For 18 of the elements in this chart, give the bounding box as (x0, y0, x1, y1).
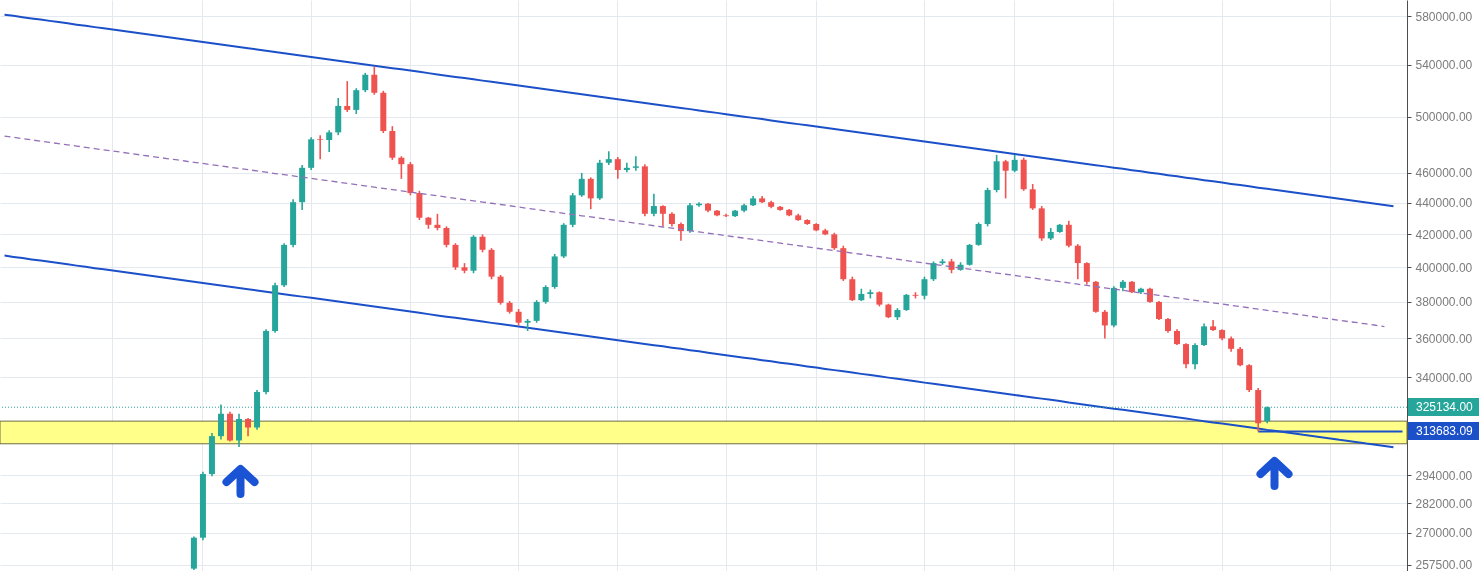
y-tick-label: 294000.00 (1415, 468, 1473, 483)
ref-line-label: 325134.00 (1416, 399, 1473, 417)
price-tag: 325134.00 (1408, 398, 1479, 417)
y-tick-label: 440000.00 (1415, 196, 1473, 211)
y-tick-label: 500000.00 (1415, 110, 1473, 125)
y-tick-label: 460000.00 (1415, 166, 1473, 181)
y-tick-label: 282000.00 (1415, 496, 1473, 511)
y-tick-label: 270000.00 (1415, 526, 1473, 541)
series-label: 313683.09 (1416, 423, 1473, 441)
price-tag: 313683.09 (1408, 422, 1479, 441)
y-tick-label: 400000.00 (1415, 260, 1473, 275)
y-tick-label: 540000.00 (1415, 58, 1473, 73)
y-tick-label: 580000.00 (1415, 9, 1473, 24)
y-tick-label: 257500.00 (1415, 558, 1473, 571)
y-tick-label: 360000.00 (1415, 331, 1473, 346)
y-tick-label: 380000.00 (1415, 295, 1473, 310)
y-tick-label: 420000.00 (1415, 227, 1473, 242)
y-tick-label: 340000.00 (1415, 370, 1473, 385)
